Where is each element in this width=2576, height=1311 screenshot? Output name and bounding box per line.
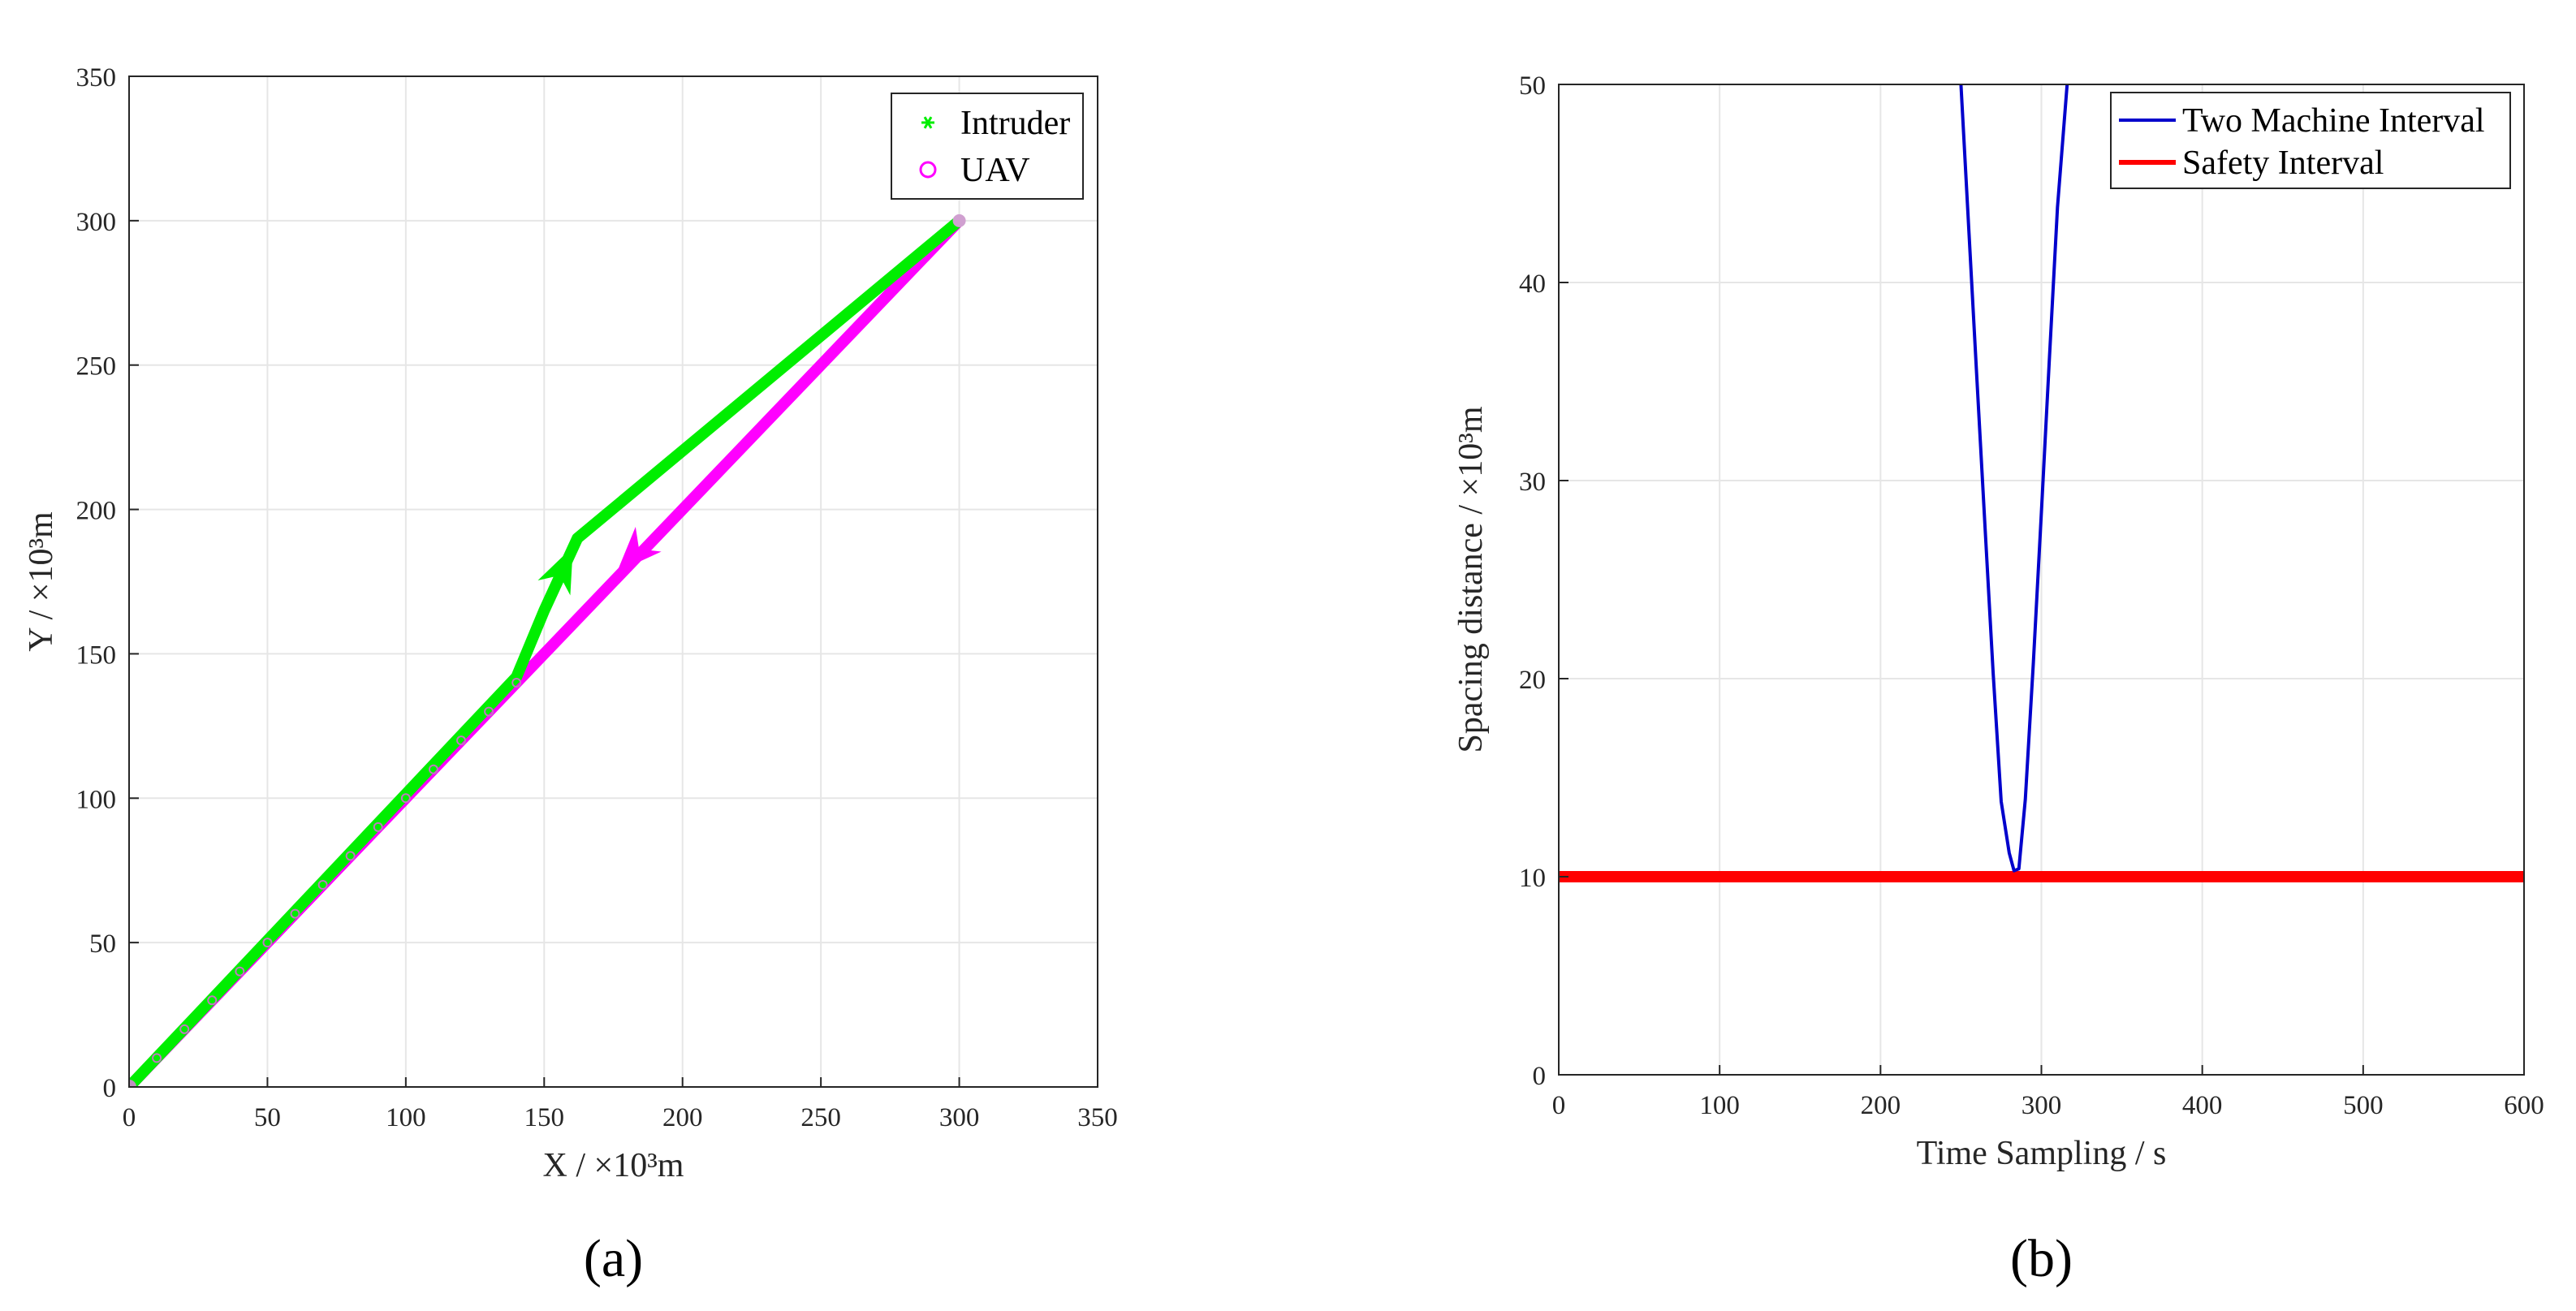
y-tick-label: 100 — [76, 785, 117, 814]
legend-box — [891, 93, 1084, 200]
y-tick-label: 150 — [76, 640, 117, 670]
uav-marker — [456, 735, 467, 746]
panel-b-grid — [1558, 84, 2525, 1076]
y-tick-label: 200 — [76, 497, 117, 526]
x-tick-label: 0 — [1552, 1091, 1566, 1120]
panel-b-ticks: 0 100 200 300 400 500 600 0 10 20 30 40 50 — [1519, 71, 2544, 1120]
intruder-direction-arrow — [537, 546, 573, 596]
panel-a-trajectory-chart: 0 50 100 150 200 250 300 350 0 50 100 150 200 250 300 3… — [23, 63, 1118, 1288]
x-tick-label: 0 — [123, 1103, 136, 1132]
x-tick-label: 350 — [1077, 1103, 1118, 1132]
start-point-marker — [129, 1080, 136, 1087]
uav-marker — [511, 678, 522, 688]
x-tick-label: 500 — [2343, 1091, 2384, 1120]
uav-marker — [400, 793, 411, 804]
x-tick-label: 150 — [524, 1103, 565, 1132]
panel-a-axes-frame — [128, 75, 1098, 1088]
panel-b-x-axis-label: Time Sampling / s — [1917, 1135, 2167, 1172]
x-tick-label: 400 — [2182, 1091, 2223, 1120]
uav-marker — [428, 764, 438, 774]
intruder-legend-label: Intruder — [960, 105, 1070, 142]
y-tick-label: 300 — [76, 208, 117, 237]
y-tick-label: 20 — [1519, 666, 1546, 695]
x-tick-label: 200 — [1861, 1091, 1901, 1120]
uav-marker — [179, 1024, 190, 1034]
two-machine-interval-legend-label: Two Machine Interval — [2182, 102, 2485, 140]
y-tick-label: 350 — [76, 63, 117, 93]
uav-marker — [152, 1053, 162, 1063]
legend-box — [2110, 92, 2511, 189]
uav-marker — [317, 880, 328, 890]
intruder-trajectory-line — [129, 214, 965, 1087]
panel-b-y-axis-label: Spacing distance / ×10³m — [1452, 406, 1490, 753]
y-tick-label: 50 — [89, 929, 116, 959]
x-tick-label: 300 — [2022, 1091, 2062, 1120]
y-tick-label: 0 — [1533, 1062, 1547, 1091]
uav-marker — [290, 908, 300, 919]
uav-direction-arrow — [616, 527, 662, 572]
panel-a-y-axis-label: Y / ×10³m — [23, 511, 60, 652]
x-tick-label: 250 — [800, 1103, 841, 1132]
two-machine-interval-line — [1959, 84, 2069, 873]
uav-legend-circle-icon — [919, 161, 937, 179]
uav-marker — [484, 706, 494, 717]
panel-b-label: (b) — [2010, 1229, 2073, 1288]
uav-marker — [262, 938, 273, 948]
panel-b-legend: Two Machine Interval Safety Interval — [2110, 92, 2511, 189]
uav-marker — [345, 851, 356, 861]
safety-interval-legend-label: Safety Interval — [2182, 144, 2384, 182]
panel-a-ticks: 0 50 100 150 200 250 300 350 0 50 100 150 200 250 300 3… — [76, 63, 1118, 1132]
y-tick-label: 40 — [1519, 270, 1546, 299]
panel-a-legend: Intruder UAV — [891, 93, 1084, 200]
y-tick-label: 0 — [103, 1074, 117, 1103]
panel-a-series — [129, 213, 966, 1087]
x-tick-label: 100 — [1699, 1091, 1740, 1120]
uav-marker — [207, 995, 218, 1006]
asterisk-stroke — [923, 116, 933, 129]
x-tick-label: 600 — [2504, 1091, 2544, 1120]
panel-a-x-axis-label: X / ×10³m — [543, 1147, 684, 1184]
uav-marker — [235, 966, 245, 977]
y-tick-label: 30 — [1519, 468, 1546, 497]
panel-a-label: (a) — [584, 1229, 643, 1288]
panel-b-spacing-chart: 0 100 200 300 400 500 600 0 10 20 30 40 50 Time Samp… — [1452, 71, 2544, 1288]
y-tick-label: 10 — [1519, 864, 1546, 893]
intruder-legend-asterisk-icon — [921, 116, 934, 129]
panel-b-series — [1559, 84, 2524, 882]
y-tick-label: 250 — [76, 352, 117, 382]
uav-marker — [373, 822, 383, 832]
x-tick-label: 200 — [662, 1103, 703, 1132]
x-tick-label: 50 — [254, 1103, 281, 1132]
x-tick-label: 100 — [386, 1103, 426, 1132]
end-point-marker — [952, 213, 966, 227]
y-tick-label: 50 — [1519, 71, 1546, 101]
x-tick-label: 300 — [939, 1103, 980, 1132]
uav-legend-label: UAV — [960, 152, 1030, 189]
